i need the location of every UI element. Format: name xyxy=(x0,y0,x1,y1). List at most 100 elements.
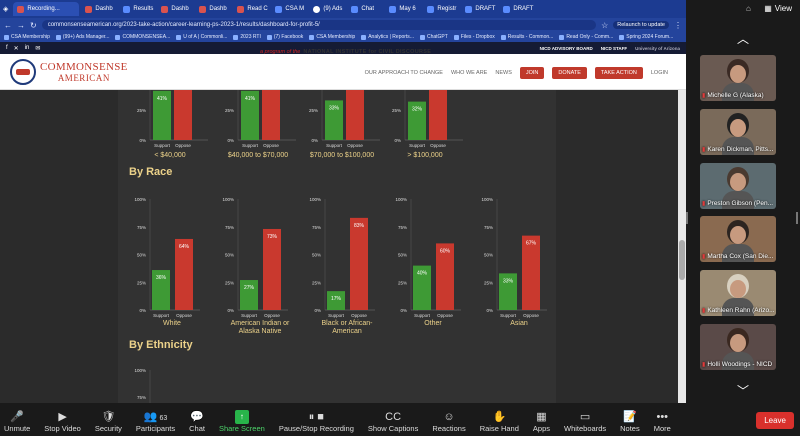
toolbar-raise-hand-button[interactable]: ✋ Raise Hand xyxy=(480,410,519,433)
menu-who-we-are[interactable]: WHO WE ARE xyxy=(450,70,488,76)
y-tick-label: 75% xyxy=(137,225,146,230)
participant-tile[interactable]: ▮ Holli Woodings - NICD xyxy=(700,324,776,370)
url-field[interactable]: commonsenseamerican.org/2023-take-action… xyxy=(41,20,597,30)
lock-icon[interactable]: ⌂ xyxy=(746,4,751,13)
y-tick-label: 25% xyxy=(398,280,407,285)
bar-oppose xyxy=(174,90,192,140)
site-logo[interactable]: COMMONSENSE AMERICAN xyxy=(10,59,128,85)
star-icon[interactable]: ☆ xyxy=(601,20,609,30)
toolbar-show-captions-button[interactable]: CC Show Captions xyxy=(368,410,418,433)
bar-value-label: 60% xyxy=(440,248,451,254)
participant-tile[interactable]: ▮ Karen Dickman, Pitts... xyxy=(700,109,776,155)
browser-tab[interactable]: Dashb xyxy=(157,2,193,16)
bookmark-item[interactable]: COMMONSENSEA... xyxy=(115,34,170,40)
bookmark-item[interactable]: ChatGPT xyxy=(419,34,448,40)
security-icon: 🛡 xyxy=(101,411,116,423)
menu-news[interactable]: NEWS xyxy=(495,70,512,76)
bookmark-item[interactable]: Analytics | Reports... xyxy=(361,34,414,40)
bar-oppose xyxy=(350,217,368,310)
toolbar-label: Raise Hand xyxy=(479,424,519,433)
nicd-staff-link[interactable]: NICD STAFF xyxy=(600,45,628,51)
toolbar-chat-button[interactable]: 💬 Chat xyxy=(189,410,205,433)
participant-tile[interactable]: ▮ Martha Cox (San Die... xyxy=(700,216,776,262)
toolbar-notes-button[interactable]: 📝 Notes xyxy=(620,410,640,433)
forward-icon[interactable]: → xyxy=(17,20,25,30)
panel-resize-handle[interactable] xyxy=(686,212,688,224)
browser-tab[interactable]: Recording... xyxy=(13,2,80,16)
browser-tab[interactable]: (9) Ads xyxy=(309,2,345,16)
toolbar-share-screen-button[interactable]: ↑ Share Screen xyxy=(219,410,265,433)
donate-button[interactable]: DONATE xyxy=(552,67,587,79)
toolbar-reactions-button[interactable]: ☺ Reactions xyxy=(432,410,465,433)
toolbar-more-button[interactable]: ••• More xyxy=(654,410,671,433)
bar-value-label: 83% xyxy=(354,223,365,229)
y-tick-label: 50% xyxy=(312,253,321,258)
toolbar-label: Apps xyxy=(532,424,551,433)
bookmark-item[interactable]: CSA Membership xyxy=(4,34,50,40)
bookmark-item[interactable]: U of A | Commonli... xyxy=(176,34,227,40)
bookmark-item[interactable]: CSA Membership xyxy=(309,34,355,40)
participant-tile[interactable]: ▮ Preston Gibson (Pen... xyxy=(700,163,776,209)
tab-label: Chat xyxy=(361,6,375,12)
bookmark-item[interactable]: (7) Facebook xyxy=(266,34,303,40)
participant-name: Martha Cox (San Die... xyxy=(707,253,774,260)
y-tick-label: 50% xyxy=(484,253,493,258)
bookmark-item[interactable]: (99+) Ads Manager... xyxy=(55,34,109,40)
university-link[interactable]: University of Arizona xyxy=(635,45,680,51)
menu-dots-icon[interactable]: ⋮ xyxy=(674,20,682,30)
browser-tab[interactable]: Dashb xyxy=(81,2,117,16)
toolbar-unmute-button[interactable]: 🎤 Unmute xyxy=(4,410,30,433)
twitter-icon[interactable]: ✕ xyxy=(13,45,19,52)
scroll-up-icon[interactable]: ︿ xyxy=(736,32,749,46)
toolbar-participants-button[interactable]: 👥 63 Participants xyxy=(136,410,175,433)
y-tick-label: 100% xyxy=(481,197,493,202)
facebook-icon[interactable]: f xyxy=(6,45,8,51)
browser-tab[interactable]: DRAFT xyxy=(461,2,497,16)
browser-tab[interactable]: May 6 xyxy=(385,2,421,16)
bookmark-item[interactable]: Spring 2024 Forum... xyxy=(619,34,673,40)
bookmark-label: Spring 2024 Forum... xyxy=(626,34,674,40)
browser-tab[interactable]: Registr xyxy=(423,2,459,16)
browser-tab[interactable]: Read C xyxy=(233,2,269,16)
y-tick-label: 25% xyxy=(484,280,493,285)
bookmark-item[interactable]: Results - Common... xyxy=(500,34,553,40)
browser-tab[interactable]: Chat xyxy=(347,2,383,16)
toolbar-security-button[interactable]: 🛡 Security xyxy=(95,410,122,433)
page-scrollbar[interactable] xyxy=(678,90,686,403)
y-tick-label: 100% xyxy=(222,197,234,202)
category-label: $40,000 to $70,000 xyxy=(228,152,288,159)
scroll-down-icon[interactable]: ﹀ xyxy=(736,384,749,398)
participant-tile[interactable]: ▮ Kathleen Rahn (Arizo... xyxy=(700,270,776,316)
join-button[interactable]: JOIN xyxy=(519,67,545,79)
bookmark-icon xyxy=(453,34,459,40)
browser-tab[interactable]: CSA M xyxy=(271,2,307,16)
reload-icon[interactable]: ↻ xyxy=(30,20,37,30)
linkedin-icon[interactable]: in xyxy=(24,45,30,51)
nicd-advisory-link[interactable]: NICD ADVISORY BOARD xyxy=(539,45,593,51)
scrollbar-thumb[interactable] xyxy=(679,240,685,280)
toolbar-whiteboards-button[interactable]: ▭ Whiteboards xyxy=(564,410,606,433)
browser-tab[interactable]: Results xyxy=(119,2,155,16)
menu-our-approach[interactable]: OUR APPROACH TO CHANGE xyxy=(364,70,443,76)
leave-button[interactable]: Leave xyxy=(756,412,794,429)
show-captions-icon: CC xyxy=(385,411,402,423)
toolbar-apps-button[interactable]: ▦ Apps xyxy=(533,410,550,433)
participant-tile[interactable]: ▮ Michelle G (Alaska) xyxy=(700,55,776,101)
tab-favicon-icon xyxy=(275,5,283,13)
browser-tab[interactable]: Dashb xyxy=(195,2,231,16)
bookmark-label: CSA Membership xyxy=(11,34,50,40)
bookmark-item[interactable]: Files - Dropbox xyxy=(453,34,495,40)
bookmark-item[interactable]: Read Only - Comm... xyxy=(559,34,613,40)
browser-tab[interactable]: DRAFT xyxy=(499,2,535,16)
take-action-button[interactable]: TAKE ACTION xyxy=(594,67,643,79)
login-link[interactable]: LOGIN xyxy=(650,70,668,76)
toolbar-stop-video-button[interactable]: ▶ Stop Video xyxy=(44,410,81,433)
back-icon[interactable]: ← xyxy=(4,20,12,30)
panel-resize-handle-right[interactable] xyxy=(796,212,798,224)
relaunch-button[interactable]: Relaunch to update xyxy=(613,21,669,29)
x-tick-label: Oppose xyxy=(437,313,453,318)
view-button[interactable]: ▦ View xyxy=(764,4,792,13)
email-icon[interactable]: ✉ xyxy=(35,45,41,52)
bookmark-item[interactable]: 2023 RTI xyxy=(233,34,261,40)
toolbar-pause-stop-recording-button[interactable]: ⏸ ■ Pause/Stop Recording xyxy=(279,410,354,433)
